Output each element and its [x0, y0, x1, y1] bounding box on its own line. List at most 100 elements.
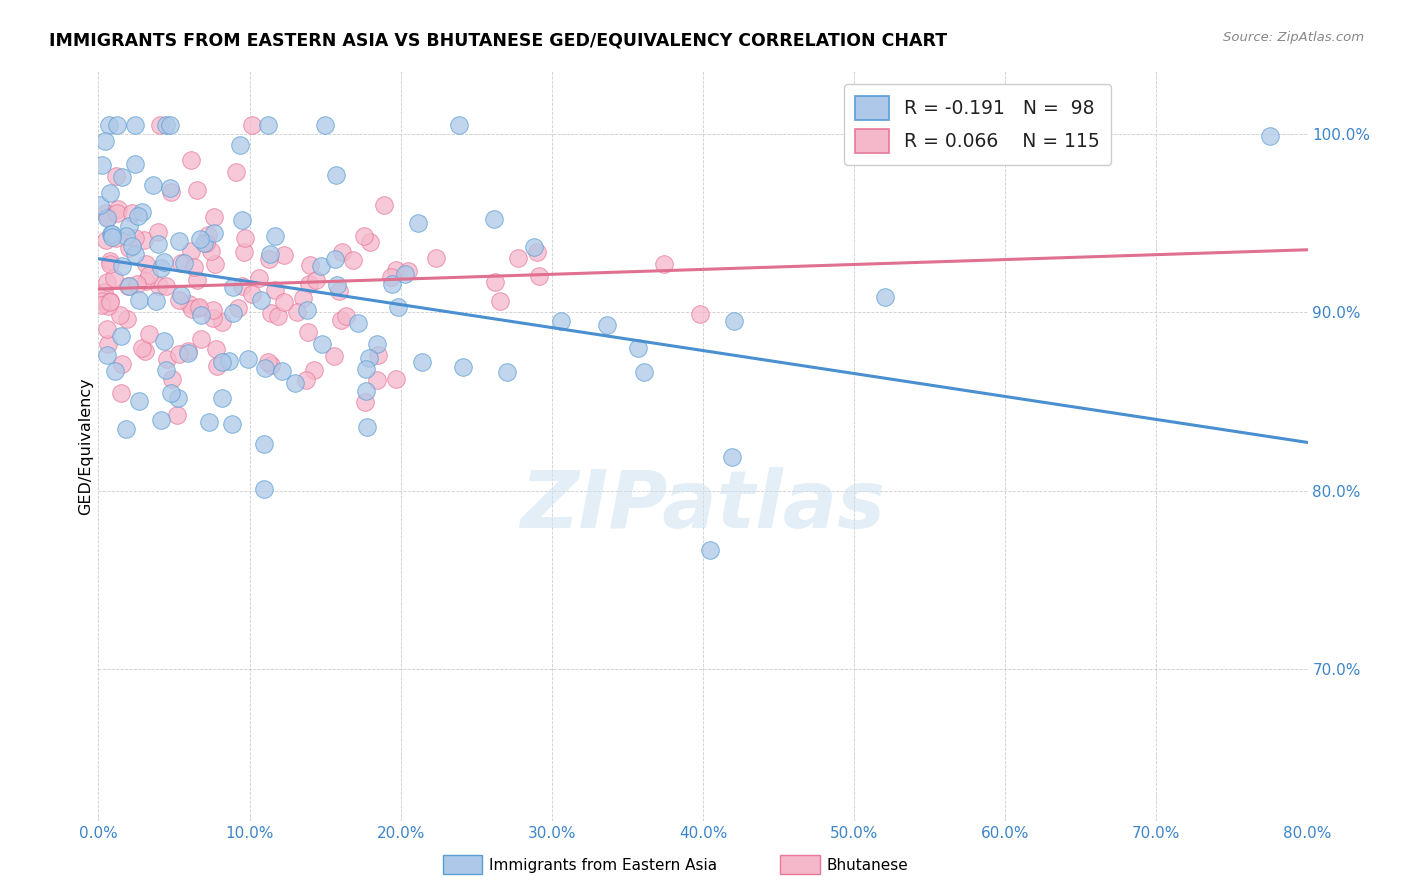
Point — [723, 313, 745, 327]
Point — [138, 268, 160, 282]
Point — [633, 365, 655, 379]
Point — [138, 327, 160, 342]
Point — [254, 360, 277, 375]
Point — [356, 420, 378, 434]
Point — [285, 305, 308, 319]
Point — [202, 303, 225, 318]
Point — [250, 293, 273, 307]
Point — [96, 348, 118, 362]
Point — [134, 344, 156, 359]
Point — [240, 287, 263, 301]
Point — [353, 228, 375, 243]
Point — [354, 362, 377, 376]
Point — [155, 118, 177, 132]
Point — [396, 264, 419, 278]
Point — [198, 415, 221, 429]
Point — [156, 351, 179, 366]
Point — [309, 260, 332, 274]
Point — [94, 135, 117, 149]
Point — [211, 315, 233, 329]
Point — [385, 372, 408, 386]
Legend: R = -0.191   N =  98, R = 0.066    N = 115: R = -0.191 N = 98, R = 0.066 N = 115 — [844, 85, 1111, 164]
Point — [408, 216, 430, 230]
Point — [330, 245, 353, 260]
Point — [202, 227, 225, 241]
Point — [225, 165, 247, 179]
Text: IMMIGRANTS FROM EASTERN ASIA VS BHUTANESE GED/EQUIVALENCY CORRELATION CHART: IMMIGRANTS FROM EASTERN ASIA VS BHUTANES… — [49, 31, 948, 49]
Point — [115, 422, 138, 436]
Point — [132, 233, 155, 247]
Point — [124, 118, 146, 132]
Point — [180, 153, 202, 167]
Point — [97, 210, 120, 224]
Point — [357, 351, 380, 366]
Point — [176, 346, 198, 360]
Point — [190, 332, 212, 346]
Point — [93, 285, 115, 300]
Point — [264, 229, 287, 244]
Point — [508, 251, 530, 265]
Point — [110, 170, 132, 185]
Point — [108, 308, 131, 322]
Point — [259, 252, 281, 267]
Point — [186, 183, 208, 197]
Point — [253, 483, 276, 497]
Point — [652, 257, 675, 271]
Point — [173, 255, 195, 269]
Point — [484, 211, 506, 226]
Point — [110, 386, 132, 401]
Point — [449, 118, 471, 132]
Point — [347, 316, 370, 330]
Point — [232, 244, 254, 259]
Point — [121, 206, 143, 220]
Point — [98, 118, 121, 132]
Point — [150, 260, 173, 275]
Point — [94, 233, 117, 247]
Point — [291, 291, 314, 305]
Point — [211, 392, 233, 406]
Point — [194, 235, 217, 250]
Point — [273, 248, 295, 262]
Point — [527, 268, 550, 283]
Point — [260, 359, 283, 373]
Point — [187, 301, 209, 315]
Point — [170, 256, 193, 270]
Point — [131, 341, 153, 355]
Point — [231, 212, 253, 227]
Point — [160, 372, 183, 386]
Point — [353, 394, 375, 409]
Point — [323, 252, 346, 266]
Point — [101, 229, 124, 244]
Point — [166, 408, 188, 422]
Point — [167, 347, 190, 361]
Point — [187, 301, 209, 315]
Point — [124, 231, 146, 245]
Point — [314, 118, 336, 132]
Point — [135, 257, 157, 271]
Point — [91, 294, 114, 309]
Point — [523, 240, 546, 254]
Point — [231, 279, 253, 293]
Point — [295, 373, 318, 387]
Point — [148, 237, 170, 252]
Point — [180, 244, 202, 258]
Point — [200, 244, 222, 258]
Point — [297, 303, 319, 318]
Point — [425, 251, 447, 265]
Point — [181, 301, 204, 316]
Point — [373, 198, 395, 212]
Point — [91, 157, 114, 171]
Point — [266, 309, 288, 323]
Point — [354, 384, 377, 398]
Point — [96, 321, 118, 335]
Point — [387, 300, 409, 314]
Point — [325, 168, 347, 182]
Point — [124, 247, 146, 261]
Point — [193, 236, 215, 251]
Point — [160, 386, 183, 401]
Point — [451, 360, 474, 375]
Point — [117, 241, 139, 255]
Point — [142, 178, 165, 192]
Point — [259, 247, 281, 261]
Point — [94, 206, 117, 220]
